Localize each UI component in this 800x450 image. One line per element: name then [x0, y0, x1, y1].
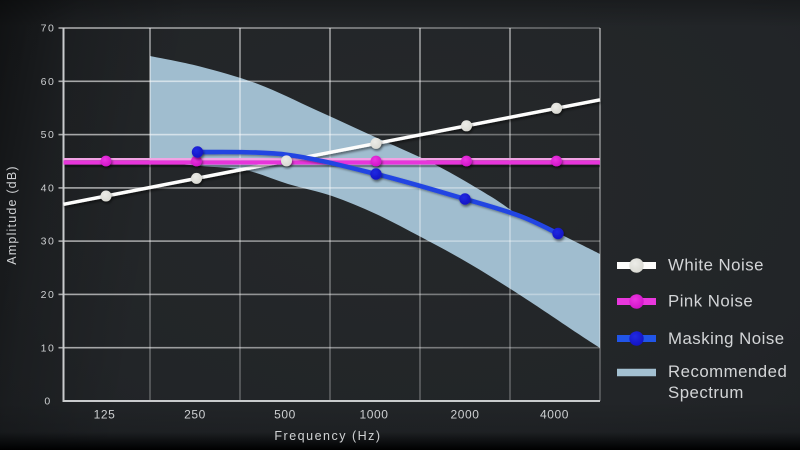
svg-text:Frequency (Hz): Frequency (Hz) — [274, 429, 381, 443]
svg-text:White Noise: White Noise — [668, 256, 764, 275]
svg-text:500: 500 — [274, 408, 296, 422]
svg-text:10: 10 — [41, 342, 56, 354]
svg-text:1000: 1000 — [359, 408, 388, 422]
svg-text:Spectrum: Spectrum — [668, 383, 744, 402]
svg-text:125: 125 — [94, 408, 116, 422]
svg-text:40: 40 — [41, 183, 56, 195]
svg-text:0: 0 — [44, 396, 51, 408]
svg-text:250: 250 — [184, 408, 206, 422]
svg-text:4000: 4000 — [540, 408, 569, 422]
svg-text:Masking Noise: Masking Noise — [668, 329, 785, 348]
svg-text:Pink Noise: Pink Noise — [668, 292, 753, 311]
svg-text:Amplitude (dB): Amplitude (dB) — [5, 165, 19, 264]
svg-text:60: 60 — [41, 76, 56, 88]
svg-text:2000: 2000 — [450, 408, 479, 422]
svg-text:20: 20 — [41, 289, 56, 301]
svg-text:50: 50 — [41, 129, 56, 141]
svg-text:70: 70 — [41, 23, 56, 35]
svg-text:Recommended: Recommended — [668, 362, 787, 381]
svg-text:30: 30 — [41, 236, 56, 248]
